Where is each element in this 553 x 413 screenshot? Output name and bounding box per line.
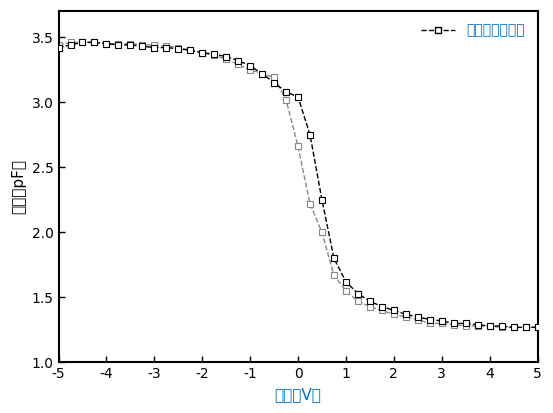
Legend: 无钓金属纳米晶: 无钓金属纳米晶 xyxy=(415,18,530,43)
Y-axis label: 电容（pF）: 电容（pF） xyxy=(11,159,26,214)
X-axis label: 电压（V）: 电压（V） xyxy=(275,387,321,402)
